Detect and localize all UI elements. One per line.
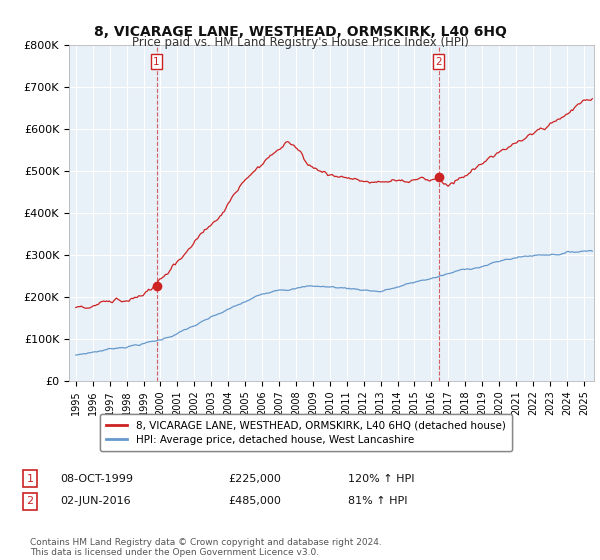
Text: £225,000: £225,000 (228, 474, 281, 484)
Text: 120% ↑ HPI: 120% ↑ HPI (348, 474, 415, 484)
Text: Price paid vs. HM Land Registry's House Price Index (HPI): Price paid vs. HM Land Registry's House … (131, 36, 469, 49)
Text: 2: 2 (26, 496, 34, 506)
Text: 1: 1 (153, 57, 160, 67)
Legend: 8, VICARAGE LANE, WESTHEAD, ORMSKIRK, L40 6HQ (detached house), HPI: Average pri: 8, VICARAGE LANE, WESTHEAD, ORMSKIRK, L4… (100, 414, 512, 451)
Text: 81% ↑ HPI: 81% ↑ HPI (348, 496, 407, 506)
Text: 08-OCT-1999: 08-OCT-1999 (60, 474, 133, 484)
Text: 1: 1 (26, 474, 34, 484)
Text: £485,000: £485,000 (228, 496, 281, 506)
Text: 02-JUN-2016: 02-JUN-2016 (60, 496, 131, 506)
Text: 2: 2 (435, 57, 442, 67)
Text: Contains HM Land Registry data © Crown copyright and database right 2024.
This d: Contains HM Land Registry data © Crown c… (30, 538, 382, 557)
Text: 8, VICARAGE LANE, WESTHEAD, ORMSKIRK, L40 6HQ: 8, VICARAGE LANE, WESTHEAD, ORMSKIRK, L4… (94, 25, 506, 39)
